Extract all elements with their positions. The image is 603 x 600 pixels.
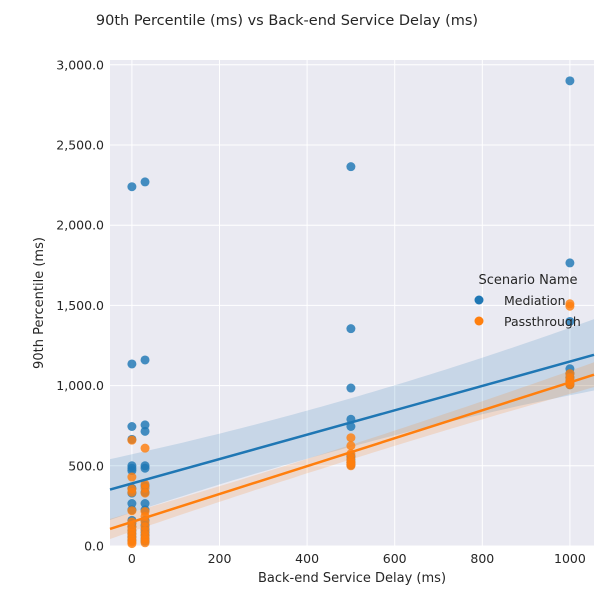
regression-line-mediation bbox=[109, 353, 595, 491]
y-tick-label: 1,500.0 bbox=[56, 298, 104, 313]
legend-marker-passthrough bbox=[474, 316, 484, 326]
data-point-mediation bbox=[127, 182, 137, 192]
data-point-mediation bbox=[346, 162, 356, 172]
y-tick-label: 1,000.0 bbox=[56, 378, 104, 393]
data-point-passthrough bbox=[127, 539, 137, 549]
data-point-mediation bbox=[140, 426, 150, 436]
data-point-passthrough bbox=[127, 472, 137, 482]
legend: Scenario Name Mediation Passthrough bbox=[474, 273, 581, 329]
x-tick-label: 800 bbox=[470, 551, 494, 566]
y-tick-label: 500.0 bbox=[68, 458, 104, 473]
data-point-mediation bbox=[127, 422, 137, 432]
data-point-mediation bbox=[127, 498, 137, 508]
legend-marker-mediation bbox=[474, 295, 484, 305]
data-point-mediation bbox=[140, 420, 150, 430]
y-tick-label: 2,000.0 bbox=[56, 218, 104, 233]
legend-label-mediation: Mediation bbox=[504, 293, 566, 308]
y-axis-label: 90th Percentile (ms) bbox=[32, 237, 47, 369]
y-tick-labels: 0.0 500.0 1,000.0 1,500.0 2,000.0 2,500.0 3,00… bbox=[56, 57, 104, 553]
x-tick-label: 0 bbox=[128, 551, 136, 566]
data-point-mediation bbox=[565, 258, 575, 268]
data-point-passthrough bbox=[140, 488, 150, 498]
data-point-passthrough bbox=[346, 461, 356, 471]
y-tick-label: 0.0 bbox=[84, 539, 104, 554]
x-axis-label: Back-end Service Delay (ms) bbox=[258, 571, 446, 586]
data-point-mediation bbox=[346, 383, 356, 393]
data-point-mediation bbox=[140, 463, 150, 473]
y-tick-label: 2,500.0 bbox=[56, 138, 104, 153]
data-point-passthrough bbox=[127, 487, 137, 497]
x-tick-label: 1000 bbox=[554, 551, 586, 566]
regression-lines bbox=[109, 353, 595, 531]
data-point-passthrough bbox=[346, 441, 356, 451]
x-tick-labels: 0 200 400 600 800 1000 bbox=[128, 551, 586, 566]
data-point-passthrough bbox=[127, 506, 137, 516]
y-tick-label: 3,000.0 bbox=[56, 57, 104, 72]
x-tick-label: 200 bbox=[208, 551, 232, 566]
data-point-passthrough bbox=[140, 538, 150, 548]
chart-title: 90th Percentile (ms) vs Back-end Service… bbox=[96, 13, 478, 29]
data-point-mediation bbox=[140, 498, 150, 508]
data-point-mediation bbox=[127, 466, 137, 476]
data-point-passthrough bbox=[346, 433, 356, 443]
data-point-passthrough bbox=[140, 443, 150, 453]
data-point-mediation bbox=[565, 76, 575, 86]
legend-label-passthrough: Passthrough bbox=[504, 314, 581, 329]
regression-line-passthrough bbox=[109, 373, 595, 531]
x-tick-label: 400 bbox=[295, 551, 319, 566]
legend-title: Scenario Name bbox=[479, 273, 578, 288]
data-point-mediation bbox=[127, 359, 137, 369]
data-point-mediation bbox=[346, 324, 356, 334]
data-point-mediation bbox=[140, 355, 150, 365]
x-tick-label: 600 bbox=[383, 551, 407, 566]
data-point-passthrough bbox=[127, 435, 137, 445]
data-point-mediation bbox=[140, 177, 150, 187]
data-point-mediation bbox=[565, 316, 575, 326]
data-point-passthrough bbox=[565, 301, 575, 311]
